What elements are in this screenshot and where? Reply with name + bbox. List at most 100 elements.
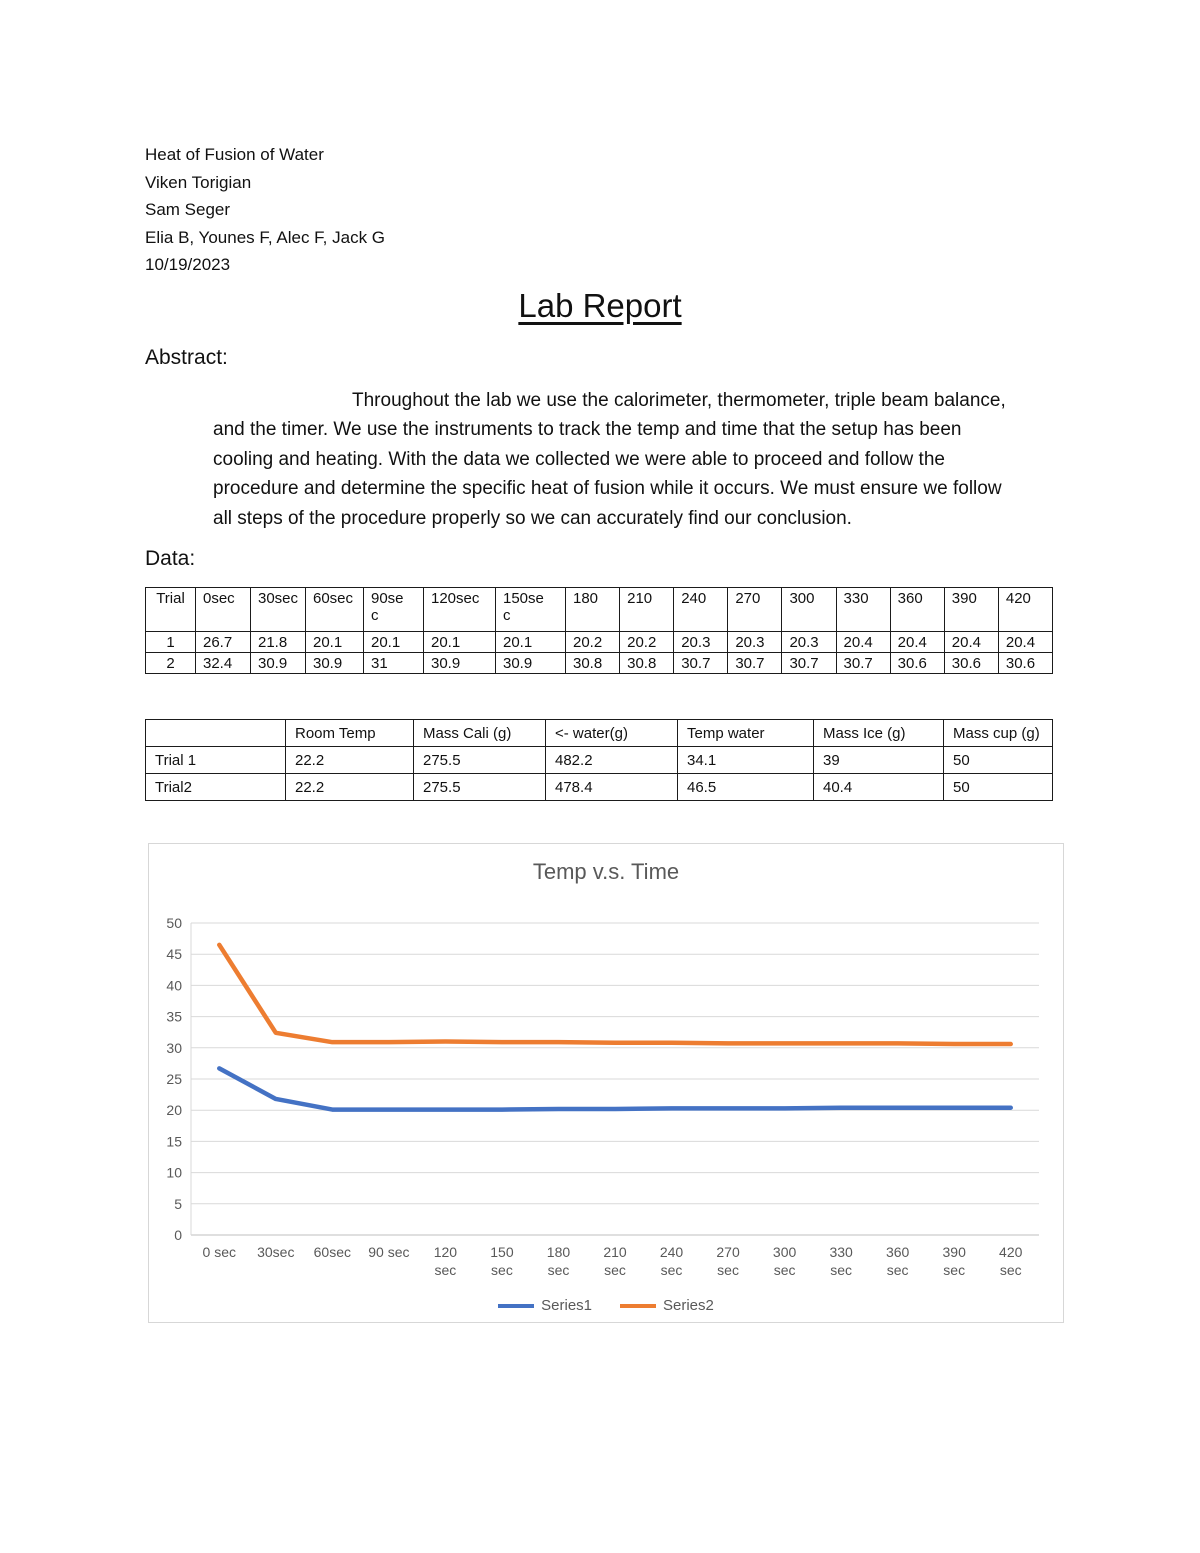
trial-table-header-cell: 60sec — [305, 587, 364, 632]
x-tick-label: 120 — [434, 1244, 458, 1260]
x-tick-label: 0 sec — [203, 1244, 236, 1260]
x-tick-label: 180 — [547, 1244, 571, 1260]
trial-table-cell: 20.4 — [943, 631, 999, 653]
trial-table-cell: 30.6 — [997, 652, 1054, 674]
y-tick-label: 40 — [166, 977, 182, 993]
table-row: 1 26.7 21.8 20.1 20.1 20.1 20.1 20.2 20.2 20.3 20.… — [145, 631, 1054, 653]
trial-table-cell: 30.8 — [564, 652, 621, 674]
abstract-paragraph: Throughout the lab we use the calorimete… — [213, 389, 1006, 529]
y-tick-label: 5 — [174, 1196, 182, 1212]
trial-table-cell: 20.1 — [495, 631, 566, 653]
x-tick-label: 270 — [716, 1244, 740, 1260]
trial-table-header-cell: 120sec — [423, 587, 496, 632]
measure-table-cell: 50 — [943, 746, 1053, 774]
trial-table-cell: 30.8 — [619, 652, 675, 674]
trial-table-header-cell: 360 — [889, 587, 945, 632]
y-tick-label: 50 — [166, 915, 182, 931]
trial-table-cell: 20.2 — [619, 631, 675, 653]
x-tick-label: 30sec — [257, 1244, 294, 1260]
x-tick-label: 210 — [603, 1244, 627, 1260]
y-tick-label: 25 — [166, 1071, 182, 1087]
chart-plot-area: 0 5 10 15 20 25 30 35 40 45 50 0 sec 30sec 60sec 90 se… — [166, 915, 1039, 1278]
trial-table-cell: 20.4 — [889, 631, 945, 653]
measure-table-cell: Trial2 — [145, 773, 286, 801]
measure-table-cell: 34.1 — [677, 746, 814, 774]
x-tick-label: sec — [1000, 1262, 1022, 1278]
trial-table-header-cell: 390 — [943, 587, 999, 632]
legend-label: Series1 — [541, 1297, 592, 1314]
header-line: Elia B, Younes F, Alec F, Jack G — [145, 227, 386, 247]
trial-table-cell: 20.4 — [835, 631, 891, 653]
measure-table-header-cell — [145, 719, 286, 747]
measure-table-cell: 46.5 — [677, 773, 814, 801]
trial-table-cell: 30.9 — [250, 652, 306, 674]
trial-table-header-row: Trial 0sec 30sec 60sec 90se c 120sec 150se c 18… — [145, 587, 1054, 632]
x-tick-label: 300 — [773, 1244, 797, 1260]
trial-table-cell: 30.9 — [305, 652, 364, 674]
trial-table-header-cell: 90se c — [363, 587, 424, 632]
measure-table-cell: Trial 1 — [145, 746, 286, 774]
trial-table-header-cell: Trial — [145, 587, 196, 632]
trial-table-cell: 30.6 — [943, 652, 999, 674]
legend-item: Series1 — [498, 1297, 592, 1314]
x-tick-label: sec — [661, 1262, 683, 1278]
measure-table-cell: 40.4 — [813, 773, 944, 801]
x-tick-label: 240 — [660, 1244, 684, 1260]
header-line: Heat of Fusion of Water — [145, 145, 324, 164]
trial-table-cell: 26.7 — [195, 631, 251, 653]
trial-table-cell: 20.4 — [997, 631, 1054, 653]
measure-table-cell: 478.4 — [545, 773, 678, 801]
trial-table-header-cell: 270 — [727, 587, 783, 632]
measure-table-cell: 275.5 — [413, 773, 546, 801]
measure-table-header-cell: Mass Ice (g) — [813, 719, 944, 747]
trial-table-header-cell: 240 — [673, 587, 729, 632]
x-tick-label: sec — [435, 1262, 457, 1278]
header-line: Viken Torigian — [145, 172, 252, 192]
x-tick-label: sec — [887, 1262, 909, 1278]
trial-table-cell: 30.7 — [835, 652, 891, 674]
trial-table-cell: 30.7 — [673, 652, 729, 674]
measure-table-header-cell: <- water(g) — [545, 719, 678, 747]
x-tick-label: 420 — [999, 1244, 1023, 1260]
trial-table-cell: 30.9 — [423, 652, 496, 674]
measure-table-cell: 275.5 — [413, 746, 546, 774]
measure-table-header-cell: Mass cup (g) — [943, 719, 1053, 747]
table-row: Trial2 22.2 275.5 478.4 46.5 40.4 50 — [145, 773, 1053, 801]
trial-table-header-cell: 210 — [619, 587, 675, 632]
series-line-series2 — [217, 942, 1013, 1047]
trial-table-cell: 1 — [145, 631, 196, 653]
trial-table-cell: 32.4 — [195, 652, 251, 674]
x-tick-label: 360 — [886, 1244, 910, 1260]
measure-table-cell: 22.2 — [285, 746, 414, 774]
trial-table-cell: 20.1 — [305, 631, 364, 653]
measure-table-cell: 22.2 — [285, 773, 414, 801]
trial-table-header-cell: 180 — [564, 587, 621, 632]
measure-table-header-cell: Mass Cali (g) — [413, 719, 546, 747]
x-tick-label: sec — [774, 1262, 796, 1278]
x-tick-label: sec — [548, 1262, 570, 1278]
chart-title: Temp v.s. Time — [532, 859, 680, 884]
trial-data-table: Trial 0sec 30sec 60sec 90se c 120sec 150se c 18… — [145, 587, 1054, 674]
legend-line-swatch — [498, 1304, 535, 1309]
trial-table-header-cell: 420 — [997, 587, 1054, 632]
trial-table-header-cell: 30sec — [250, 587, 306, 632]
measure-table-header-cell: Room Temp — [285, 719, 414, 747]
y-tick-label: 45 — [166, 946, 182, 962]
abstract-heading: Abstract: — [145, 345, 228, 369]
trial-table-cell: 20.3 — [673, 631, 729, 653]
header-line: 10/19/2023 — [145, 255, 231, 274]
trial-table-cell: 20.2 — [564, 631, 621, 653]
table-row: Trial 1 22.2 275.5 482.2 34.1 39 50 — [145, 746, 1053, 774]
trial-table-cell: 20.3 — [727, 631, 783, 653]
temp-time-chart: Temp v.s. Time 0 5 10 15 20 25 30 35 40 45 50 0 sec… — [148, 843, 1064, 1323]
x-tick-label: 90 sec — [368, 1244, 409, 1260]
measure-table-cell: 482.2 — [545, 746, 678, 774]
x-tick-label: 150 — [490, 1244, 514, 1260]
data-heading: Data: — [145, 547, 196, 570]
trial-table-cell: 30.7 — [727, 652, 783, 674]
document-page: Heat of Fusion of Water Viken Torigian S… — [145, 145, 1064, 1323]
trial-table-cell: 2 — [145, 652, 196, 674]
trial-table-cell: 30.7 — [781, 652, 837, 674]
x-tick-label: 60sec — [314, 1244, 351, 1260]
chart-legend: Series1 Series2 — [149, 1297, 1063, 1314]
